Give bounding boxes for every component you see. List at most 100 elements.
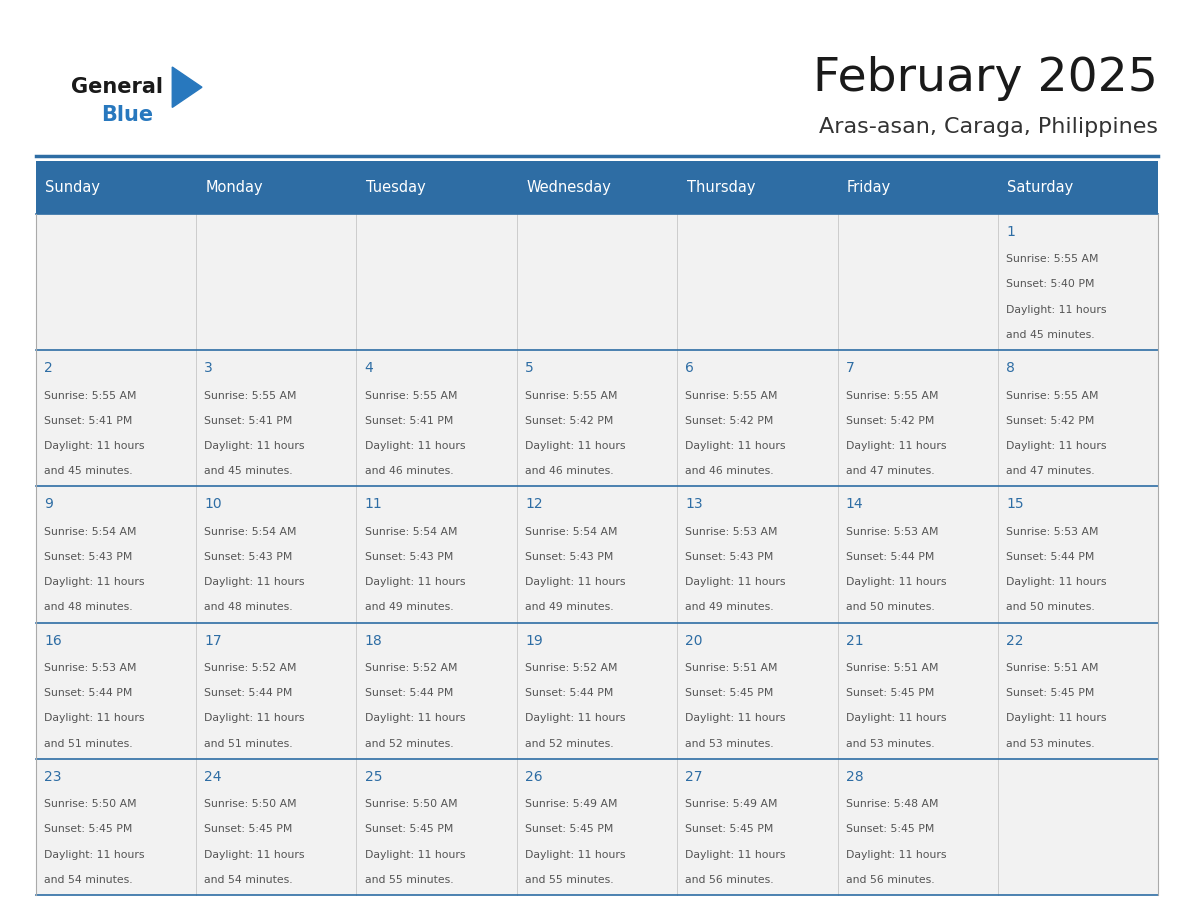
Text: Daylight: 11 hours: Daylight: 11 hours [846,577,947,588]
Text: and 49 minutes.: and 49 minutes. [685,602,775,612]
Text: Daylight: 11 hours: Daylight: 11 hours [204,713,305,723]
Text: Daylight: 11 hours: Daylight: 11 hours [204,441,305,451]
Text: and 53 minutes.: and 53 minutes. [1006,739,1095,748]
Text: 3: 3 [204,361,213,375]
Text: Sunset: 5:45 PM: Sunset: 5:45 PM [1006,688,1094,699]
Bar [36,214,1158,350]
Text: Sunrise: 5:54 AM: Sunrise: 5:54 AM [365,527,457,537]
Text: and 55 minutes.: and 55 minutes. [525,875,614,885]
Text: Daylight: 11 hours: Daylight: 11 hours [365,850,466,859]
Text: Daylight: 11 hours: Daylight: 11 hours [365,577,466,588]
Text: Sunrise: 5:49 AM: Sunrise: 5:49 AM [685,800,778,809]
Text: Sunset: 5:43 PM: Sunset: 5:43 PM [685,552,773,562]
Text: Sunrise: 5:49 AM: Sunrise: 5:49 AM [525,800,618,809]
Text: Sunset: 5:45 PM: Sunset: 5:45 PM [525,824,613,834]
Text: and 53 minutes.: and 53 minutes. [685,739,775,748]
Text: Daylight: 11 hours: Daylight: 11 hours [846,713,947,723]
Text: Sunset: 5:44 PM: Sunset: 5:44 PM [204,688,292,699]
Text: and 49 minutes.: and 49 minutes. [365,602,454,612]
Text: 1: 1 [1006,225,1015,239]
Text: 23: 23 [44,770,62,784]
Text: Sunrise: 5:51 AM: Sunrise: 5:51 AM [846,663,939,673]
Text: Sunrise: 5:52 AM: Sunrise: 5:52 AM [204,663,297,673]
Text: Sunset: 5:40 PM: Sunset: 5:40 PM [1006,279,1094,289]
Bar [36,487,1158,622]
Text: Sunrise: 5:55 AM: Sunrise: 5:55 AM [204,390,297,400]
Text: and 47 minutes.: and 47 minutes. [1006,466,1095,476]
Text: Sunrise: 5:55 AM: Sunrise: 5:55 AM [685,390,778,400]
Text: Sunrise: 5:55 AM: Sunrise: 5:55 AM [1006,254,1099,264]
Text: and 53 minutes.: and 53 minutes. [846,739,935,748]
Text: Daylight: 11 hours: Daylight: 11 hours [1006,713,1107,723]
Text: Daylight: 11 hours: Daylight: 11 hours [685,441,786,451]
Text: Sunset: 5:42 PM: Sunset: 5:42 PM [525,416,613,426]
Text: Daylight: 11 hours: Daylight: 11 hours [365,441,466,451]
Text: 27: 27 [685,770,703,784]
Text: 21: 21 [846,633,864,647]
Text: and 54 minutes.: and 54 minutes. [44,875,133,885]
Text: Daylight: 11 hours: Daylight: 11 hours [1006,305,1107,315]
Text: and 56 minutes.: and 56 minutes. [685,875,775,885]
Text: Daylight: 11 hours: Daylight: 11 hours [525,713,626,723]
Text: Friday: Friday [847,180,891,195]
Text: Daylight: 11 hours: Daylight: 11 hours [204,577,305,588]
Text: 8: 8 [1006,361,1015,375]
Text: Sunrise: 5:48 AM: Sunrise: 5:48 AM [846,800,939,809]
Text: Sunrise: 5:54 AM: Sunrise: 5:54 AM [204,527,297,537]
Text: Sunset: 5:45 PM: Sunset: 5:45 PM [365,824,453,834]
Text: 2: 2 [44,361,52,375]
Text: and 46 minutes.: and 46 minutes. [365,466,454,476]
Text: Sunset: 5:44 PM: Sunset: 5:44 PM [44,688,132,699]
Text: Sunrise: 5:55 AM: Sunrise: 5:55 AM [44,390,137,400]
Text: and 50 minutes.: and 50 minutes. [846,602,935,612]
Bar [36,759,1158,895]
Text: Sunset: 5:45 PM: Sunset: 5:45 PM [846,688,934,699]
Text: 11: 11 [365,498,383,511]
Text: Sunrise: 5:52 AM: Sunrise: 5:52 AM [525,663,618,673]
Text: Daylight: 11 hours: Daylight: 11 hours [525,850,626,859]
Bar [36,161,1158,214]
Text: Sunset: 5:42 PM: Sunset: 5:42 PM [1006,416,1094,426]
Text: and 48 minutes.: and 48 minutes. [204,602,293,612]
Text: Sunset: 5:44 PM: Sunset: 5:44 PM [846,552,934,562]
Text: Aras-asan, Caraga, Philippines: Aras-asan, Caraga, Philippines [820,117,1158,137]
Text: Sunrise: 5:54 AM: Sunrise: 5:54 AM [44,527,137,537]
Text: 17: 17 [204,633,222,647]
Text: 16: 16 [44,633,62,647]
Text: Sunrise: 5:55 AM: Sunrise: 5:55 AM [846,390,939,400]
Text: 28: 28 [846,770,864,784]
Text: Daylight: 11 hours: Daylight: 11 hours [44,850,145,859]
Text: 24: 24 [204,770,222,784]
Text: 15: 15 [1006,498,1024,511]
Text: Sunset: 5:44 PM: Sunset: 5:44 PM [1006,552,1094,562]
Text: Sunset: 5:43 PM: Sunset: 5:43 PM [44,552,132,562]
Text: Daylight: 11 hours: Daylight: 11 hours [846,441,947,451]
Text: and 47 minutes.: and 47 minutes. [846,466,935,476]
Text: Tuesday: Tuesday [366,180,425,195]
Text: Monday: Monday [206,180,264,195]
Text: Daylight: 11 hours: Daylight: 11 hours [846,850,947,859]
Text: Daylight: 11 hours: Daylight: 11 hours [44,441,145,451]
Text: Daylight: 11 hours: Daylight: 11 hours [525,441,626,451]
Text: and 45 minutes.: and 45 minutes. [204,466,293,476]
Text: and 51 minutes.: and 51 minutes. [44,739,133,748]
Text: 18: 18 [365,633,383,647]
Text: Sunset: 5:45 PM: Sunset: 5:45 PM [685,824,773,834]
Text: Daylight: 11 hours: Daylight: 11 hours [1006,441,1107,451]
Text: Sunrise: 5:53 AM: Sunrise: 5:53 AM [685,527,778,537]
Text: Sunrise: 5:50 AM: Sunrise: 5:50 AM [204,800,297,809]
Text: Sunset: 5:44 PM: Sunset: 5:44 PM [525,688,613,699]
Text: and 48 minutes.: and 48 minutes. [44,602,133,612]
Text: Sunset: 5:43 PM: Sunset: 5:43 PM [525,552,613,562]
Text: and 52 minutes.: and 52 minutes. [525,739,614,748]
Text: 9: 9 [44,498,52,511]
Text: and 49 minutes.: and 49 minutes. [525,602,614,612]
Text: 25: 25 [365,770,383,784]
Text: and 45 minutes.: and 45 minutes. [44,466,133,476]
Text: 4: 4 [365,361,373,375]
Text: 14: 14 [846,498,864,511]
Text: Saturday: Saturday [1007,180,1074,195]
Text: Blue: Blue [101,105,153,125]
Text: and 54 minutes.: and 54 minutes. [204,875,293,885]
Text: Sunset: 5:42 PM: Sunset: 5:42 PM [685,416,773,426]
